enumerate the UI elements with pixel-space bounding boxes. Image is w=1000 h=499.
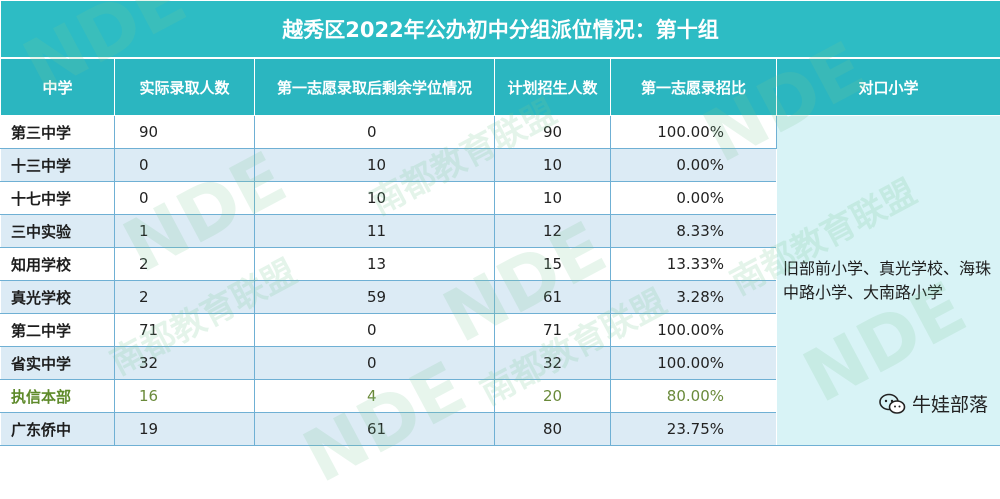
cell-plan: 71 <box>495 314 611 347</box>
cell-school: 知用学校 <box>1 248 115 281</box>
cell-actual: 19 <box>115 413 255 446</box>
cell-ratio: 0.00% <box>611 149 777 182</box>
cell-ratio: 8.33% <box>611 215 777 248</box>
cell-remaining: 10 <box>255 182 495 215</box>
header-row: 中学 实际录取人数 第一志愿录取后剩余学位情况 计划招生人数 第一志愿录招比 对… <box>1 58 1000 116</box>
cell-actual: 2 <box>115 281 255 314</box>
cell-actual: 2 <box>115 248 255 281</box>
cell-school: 三中实验 <box>1 215 115 248</box>
cell-school: 十七中学 <box>1 182 115 215</box>
cell-plan: 61 <box>495 281 611 314</box>
table-row: 第三中学 90 0 90 100.00% 旧部前小学、真光学校、海珠中路小学、大… <box>1 116 1000 149</box>
cell-ratio: 0.00% <box>611 182 777 215</box>
cell-ratio: 100.00% <box>611 116 777 149</box>
cell-actual: 90 <box>115 116 255 149</box>
cell-actual: 32 <box>115 347 255 380</box>
cell-school: 第二中学 <box>1 314 115 347</box>
cell-ratio: 80.00% <box>611 380 777 413</box>
account-name: 牛娃部落 <box>912 390 988 417</box>
cell-ratio: 3.28% <box>611 281 777 314</box>
cell-remaining: 0 <box>255 347 495 380</box>
cell-school: 广东侨中 <box>1 413 115 446</box>
wechat-icon <box>878 393 906 415</box>
cell-plan: 15 <box>495 248 611 281</box>
header-school: 中学 <box>1 58 115 116</box>
cell-actual: 16 <box>115 380 255 413</box>
table-wrap: 越秀区2022年公办初中分组派位情况：第十组 中学 实际录取人数 第一志愿录取后… <box>0 0 1000 454</box>
cell-plan: 10 <box>495 182 611 215</box>
cell-actual: 1 <box>115 215 255 248</box>
cell-remaining: 61 <box>255 413 495 446</box>
cell-school: 省实中学 <box>1 347 115 380</box>
table-title: 越秀区2022年公办初中分组派位情况：第十组 <box>1 1 1000 59</box>
cell-plan: 90 <box>495 116 611 149</box>
cell-remaining: 10 <box>255 149 495 182</box>
cell-remaining: 0 <box>255 314 495 347</box>
cell-school: 十三中学 <box>1 149 115 182</box>
cell-actual: 71 <box>115 314 255 347</box>
account-badge: 牛娃部落 <box>878 390 988 417</box>
cell-remaining: 0 <box>255 116 495 149</box>
cell-school: 真光学校 <box>1 281 115 314</box>
cell-actual: 0 <box>115 149 255 182</box>
cell-remaining: 4 <box>255 380 495 413</box>
cell-ratio: 100.00% <box>611 314 777 347</box>
cell-plan: 20 <box>495 380 611 413</box>
cell-plan: 80 <box>495 413 611 446</box>
header-remaining: 第一志愿录取后剩余学位情况 <box>255 58 495 116</box>
cell-ratio: 100.00% <box>611 347 777 380</box>
cell-plan: 12 <box>495 215 611 248</box>
cell-remaining: 59 <box>255 281 495 314</box>
cell-school: 执信本部 <box>1 380 115 413</box>
cell-actual: 0 <box>115 182 255 215</box>
cell-ratio: 23.75% <box>611 413 777 446</box>
allocation-table: 越秀区2022年公办初中分组派位情况：第十组 中学 实际录取人数 第一志愿录取后… <box>0 0 1000 446</box>
header-ratio: 第一志愿录招比 <box>611 58 777 116</box>
cell-remaining: 13 <box>255 248 495 281</box>
cell-plan: 32 <box>495 347 611 380</box>
cell-ratio: 13.33% <box>611 248 777 281</box>
cell-remaining: 11 <box>255 215 495 248</box>
header-actual: 实际录取人数 <box>115 58 255 116</box>
header-plan: 计划招生人数 <box>495 58 611 116</box>
title-row: 越秀区2022年公办初中分组派位情况：第十组 <box>1 1 1000 59</box>
header-primary: 对口小学 <box>777 58 1000 116</box>
cell-plan: 10 <box>495 149 611 182</box>
cell-school: 第三中学 <box>1 116 115 149</box>
